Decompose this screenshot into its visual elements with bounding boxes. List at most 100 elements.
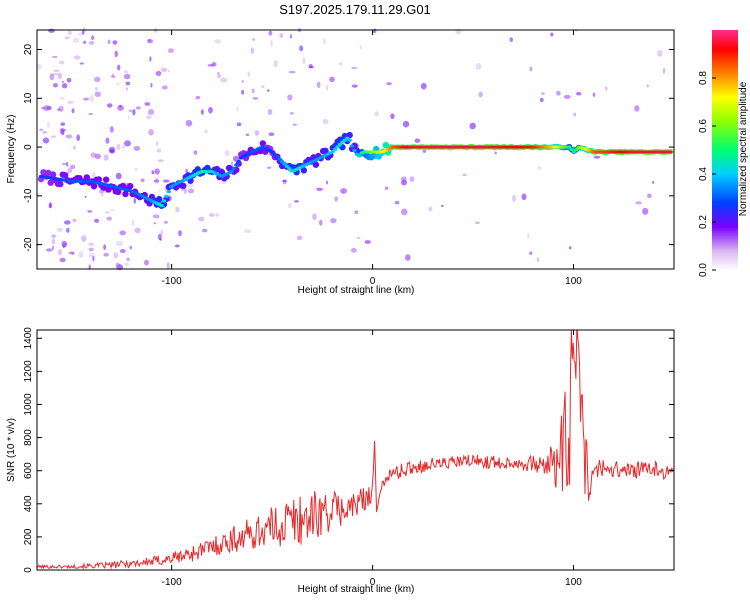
noise-blob xyxy=(155,141,159,146)
noise-blob xyxy=(250,47,255,55)
noise-blob xyxy=(42,105,50,111)
noise-blob xyxy=(374,111,379,117)
ridge-core xyxy=(349,144,355,148)
noise-blob xyxy=(402,120,410,128)
noise-blob xyxy=(539,97,544,103)
snr-xtick-label: -100 xyxy=(162,577,182,588)
ridge-halo xyxy=(127,182,134,190)
ridge-core xyxy=(333,147,338,151)
noise-blob xyxy=(241,80,244,83)
noise-blob xyxy=(155,70,162,76)
noise-blob xyxy=(116,143,121,151)
noise-blob xyxy=(112,40,118,45)
noise-blob xyxy=(592,92,596,97)
noise-blob xyxy=(373,28,377,34)
noise-blob xyxy=(175,206,180,213)
noise-blob xyxy=(132,108,136,116)
noise-blob xyxy=(319,219,323,226)
noise-blob xyxy=(183,187,188,195)
ridge-core xyxy=(566,145,572,149)
noise-blob xyxy=(94,91,101,97)
snr-ytick-label: 800 xyxy=(23,429,34,446)
noise-blob xyxy=(342,190,345,194)
noise-blob xyxy=(386,82,392,86)
ridge-halo xyxy=(90,183,98,190)
noise-blob xyxy=(110,209,115,212)
ridge-core xyxy=(234,163,239,167)
ridge-halo xyxy=(83,174,91,181)
noise-blob xyxy=(200,109,204,115)
noise-blob xyxy=(521,193,527,201)
snr-ytick-label: 200 xyxy=(23,528,34,545)
noise-blob xyxy=(119,249,126,254)
noise-blob xyxy=(529,66,533,72)
noise-blob xyxy=(128,109,133,113)
ridge-core xyxy=(282,162,287,166)
noise-blob xyxy=(42,131,48,134)
noise-blob xyxy=(144,102,151,106)
noise-blob xyxy=(88,252,96,258)
noise-blob xyxy=(94,218,100,223)
snr-series xyxy=(36,329,675,571)
noise-blob xyxy=(124,262,130,266)
noise-blob xyxy=(356,236,361,240)
noise-blob xyxy=(536,257,540,263)
noise-blob xyxy=(78,251,84,258)
noise-blob xyxy=(185,168,188,174)
noise-blob xyxy=(634,105,640,112)
noise-blob xyxy=(76,134,80,142)
noise-blob xyxy=(550,32,554,37)
figure-title: S197.2025.179.11.29.G01 xyxy=(279,2,431,17)
noise-blob xyxy=(67,30,72,35)
noise-blob xyxy=(354,210,359,215)
noise-blob xyxy=(326,84,329,91)
ridge-core xyxy=(284,164,290,168)
spectrogram-xtick-label: 100 xyxy=(565,276,582,287)
noise-blob xyxy=(119,230,126,236)
snr-ylabel: SNR (10 * v/v) xyxy=(6,418,17,482)
noise-blob xyxy=(568,246,572,250)
ridge-halo xyxy=(155,195,163,203)
noise-blob xyxy=(72,218,77,222)
noise-blob xyxy=(282,179,287,183)
noise-blob xyxy=(95,86,98,91)
noise-blob xyxy=(66,77,72,83)
ridge-core xyxy=(347,138,352,142)
noise-blob xyxy=(208,213,215,217)
spectrogram-ytick-label: -10 xyxy=(23,188,34,203)
noise-blob xyxy=(123,73,131,80)
noise-blob xyxy=(512,194,516,202)
noise-blob xyxy=(133,145,141,151)
noise-blob xyxy=(60,122,66,126)
noise-blob xyxy=(57,72,62,80)
noise-blob xyxy=(66,161,69,167)
noise-blob xyxy=(299,45,304,52)
noise-blob xyxy=(214,39,221,44)
noise-blob xyxy=(563,94,571,99)
noise-blob xyxy=(462,173,467,177)
noise-blob xyxy=(103,252,109,257)
noise-blob xyxy=(224,149,230,157)
noise-blob xyxy=(103,244,107,250)
noise-blob xyxy=(62,162,67,166)
noise-blob xyxy=(73,55,81,60)
noise-blob xyxy=(322,118,329,125)
noise-blob xyxy=(65,134,73,139)
noise-blob xyxy=(593,155,601,159)
snr-ytick-label: 1400 xyxy=(23,327,34,350)
noise-blob xyxy=(52,82,58,88)
ridge-halo xyxy=(382,141,390,149)
ridge-halo xyxy=(47,179,54,186)
noise-blob xyxy=(64,36,70,40)
noise-blob xyxy=(220,77,228,83)
noise-blob xyxy=(124,140,131,147)
noise-blob xyxy=(312,213,317,221)
ridge-core xyxy=(270,150,275,154)
spectrogram-frame xyxy=(36,29,675,270)
colorbar-tick-label: 0.2 xyxy=(698,215,709,229)
noise-blob xyxy=(57,108,61,111)
noise-blob xyxy=(39,128,44,131)
